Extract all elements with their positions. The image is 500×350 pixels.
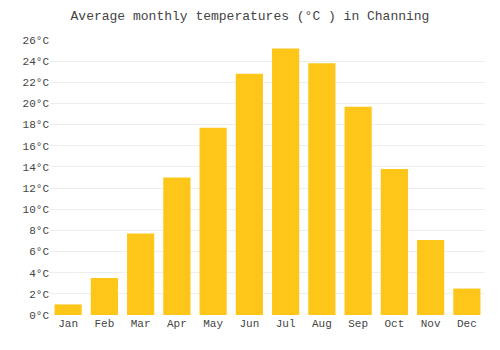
svg-text:4°C: 4°C [29, 268, 49, 280]
svg-text:May: May [203, 318, 223, 330]
svg-text:Sep: Sep [348, 318, 368, 330]
svg-text:18°C: 18°C [23, 119, 50, 131]
svg-text:Apr: Apr [167, 318, 187, 330]
svg-text:24°C: 24°C [23, 56, 50, 68]
svg-text:Feb: Feb [94, 318, 114, 330]
svg-text:Nov: Nov [421, 318, 441, 330]
svg-text:Jun: Jun [239, 318, 259, 330]
svg-text:Mar: Mar [131, 318, 151, 330]
svg-text:6°C: 6°C [29, 246, 49, 258]
svg-text:14°C: 14°C [23, 162, 50, 174]
svg-text:16°C: 16°C [23, 141, 50, 153]
svg-text:Average monthly temperatures (: Average monthly temperatures (°C ) in Ch… [71, 9, 430, 24]
svg-text:22°C: 22°C [23, 77, 50, 89]
svg-text:12°C: 12°C [23, 183, 50, 195]
svg-text:8°C: 8°C [29, 225, 49, 237]
svg-text:Dec: Dec [457, 318, 477, 330]
svg-text:Oct: Oct [384, 318, 404, 330]
svg-text:20°C: 20°C [23, 98, 50, 110]
svg-text:0°C: 0°C [29, 310, 49, 322]
svg-text:10°C: 10°C [23, 204, 50, 216]
svg-text:2°C: 2°C [29, 289, 49, 301]
svg-text:Jul: Jul [276, 318, 296, 330]
svg-text:Aug: Aug [312, 318, 332, 330]
svg-text:26°C: 26°C [23, 35, 50, 47]
svg-text:Jan: Jan [58, 318, 78, 330]
